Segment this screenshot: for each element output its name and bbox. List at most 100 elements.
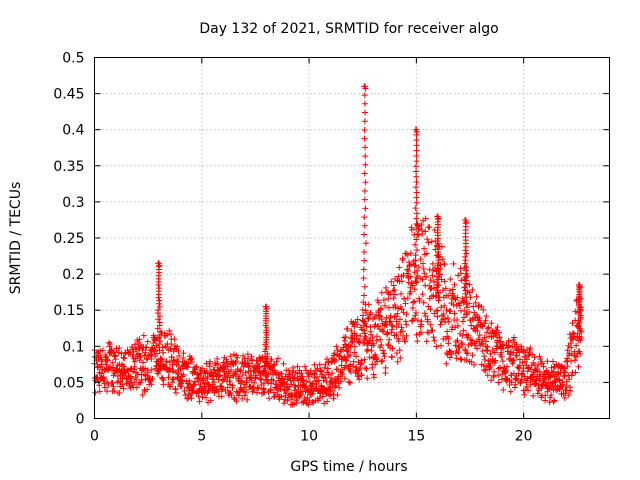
data-point xyxy=(513,341,520,348)
data-point xyxy=(561,364,568,371)
data-point xyxy=(172,386,179,393)
data-point xyxy=(408,226,415,233)
data-point xyxy=(553,387,560,394)
data-point xyxy=(180,350,187,357)
data-point xyxy=(103,388,110,395)
data-point xyxy=(544,358,551,365)
data-point xyxy=(167,383,174,390)
data-point xyxy=(413,173,420,180)
data-point xyxy=(244,351,251,358)
data-point xyxy=(179,377,186,384)
data-point xyxy=(154,334,161,341)
x-tick-label: 15 xyxy=(407,429,425,445)
data-point xyxy=(233,358,240,365)
data-point xyxy=(378,316,385,323)
data-point xyxy=(510,336,517,343)
data-point xyxy=(299,373,306,380)
data-point xyxy=(170,357,177,364)
data-point xyxy=(356,376,363,383)
data-point xyxy=(417,256,424,263)
data-point xyxy=(462,257,469,264)
data-point xyxy=(362,301,369,308)
data-point xyxy=(418,221,425,228)
data-point xyxy=(483,329,490,336)
data-point xyxy=(462,247,469,254)
data-point xyxy=(435,290,442,297)
data-point xyxy=(203,394,210,401)
data-point xyxy=(564,347,571,354)
data-point xyxy=(103,353,110,360)
data-point xyxy=(382,284,389,291)
data-point xyxy=(483,313,490,320)
data-point xyxy=(435,215,442,222)
data-point xyxy=(353,332,360,339)
data-point xyxy=(119,381,126,388)
data-point xyxy=(389,345,396,352)
data-point xyxy=(265,379,272,386)
data-point xyxy=(428,238,435,245)
data-point xyxy=(184,364,191,371)
data-point xyxy=(307,367,314,374)
data-point xyxy=(385,342,392,349)
data-point xyxy=(514,345,521,352)
data-point xyxy=(238,378,245,385)
data-point xyxy=(185,360,192,367)
data-point xyxy=(568,344,575,351)
data-point xyxy=(170,375,177,382)
data-point xyxy=(227,374,234,381)
data-point xyxy=(399,256,406,263)
data-point xyxy=(445,318,452,325)
data-point xyxy=(97,347,104,354)
data-point xyxy=(166,327,173,334)
data-point xyxy=(228,366,235,373)
data-point xyxy=(360,231,367,238)
data-point xyxy=(408,224,415,231)
data-point xyxy=(502,367,509,374)
data-point xyxy=(268,356,275,363)
data-point xyxy=(289,401,296,408)
data-point xyxy=(402,300,409,307)
data-point xyxy=(361,318,368,325)
data-point xyxy=(394,310,401,317)
data-point xyxy=(462,346,469,353)
data-point xyxy=(488,320,495,327)
data-point xyxy=(246,360,253,367)
data-point xyxy=(435,297,442,304)
data-point xyxy=(464,350,471,357)
data-point xyxy=(382,302,389,309)
data-point xyxy=(156,366,163,373)
data-point xyxy=(275,355,282,362)
data-point xyxy=(156,313,163,320)
data-point xyxy=(572,308,579,315)
data-point xyxy=(563,358,570,365)
data-point xyxy=(369,334,376,341)
data-point xyxy=(155,306,162,313)
data-point xyxy=(144,369,151,376)
data-point xyxy=(473,293,480,300)
data-point xyxy=(564,363,571,370)
data-point xyxy=(298,391,305,398)
data-point xyxy=(362,240,369,247)
data-point xyxy=(414,128,421,135)
data-point xyxy=(331,383,338,390)
data-point xyxy=(263,305,270,312)
data-point xyxy=(362,161,369,168)
data-point xyxy=(437,342,444,349)
data-point xyxy=(534,390,541,397)
data-point xyxy=(142,349,149,356)
data-point xyxy=(174,367,181,374)
data-point xyxy=(568,358,575,365)
data-point xyxy=(422,215,429,222)
data-point xyxy=(344,326,351,333)
data-point xyxy=(389,322,396,329)
data-point xyxy=(377,306,384,313)
data-point xyxy=(500,341,507,348)
data-point xyxy=(404,295,411,302)
data-point xyxy=(290,364,297,371)
data-point xyxy=(351,349,358,356)
data-point xyxy=(431,337,438,344)
data-point xyxy=(546,399,553,406)
data-point xyxy=(469,352,476,359)
data-point xyxy=(156,297,163,304)
x-tick-label: 20 xyxy=(515,429,533,445)
